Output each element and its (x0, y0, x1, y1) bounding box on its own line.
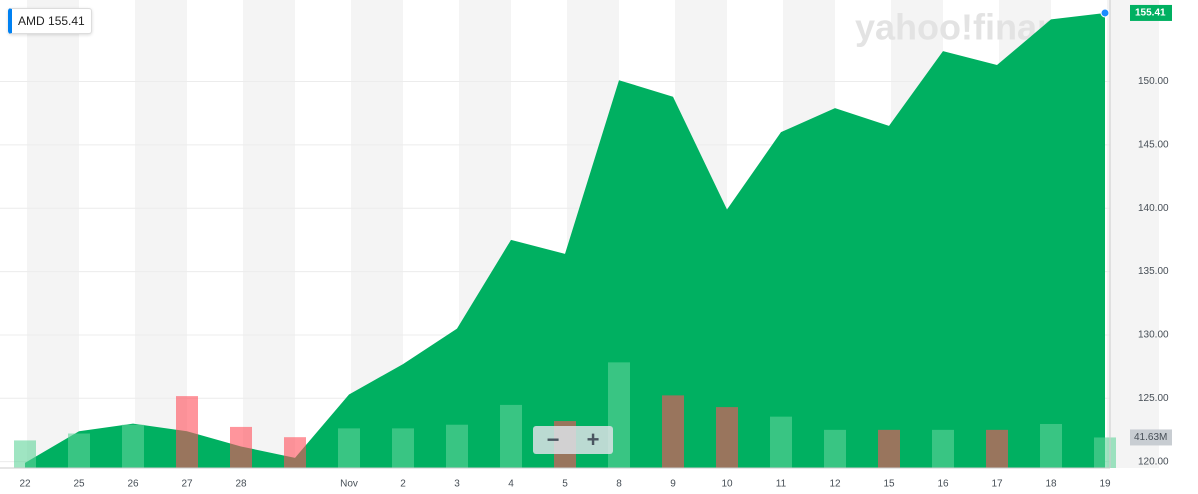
volume-bar (770, 416, 792, 468)
y-tick-label: 125.00 (1138, 393, 1169, 404)
legend-value: 155.41 (48, 14, 85, 28)
zoom-controls: − + (533, 426, 613, 454)
legend-name: AMD (18, 14, 45, 28)
stripe (243, 0, 295, 468)
x-tick-label: 9 (670, 479, 676, 490)
y-tick-label: 145.00 (1138, 140, 1169, 151)
volume-bar (986, 429, 1008, 468)
volume-bar (446, 424, 468, 468)
volume-bar (1094, 437, 1116, 468)
x-tick-label: 18 (1045, 479, 1057, 490)
x-tick-label: 19 (1099, 479, 1111, 490)
volume-flag (1130, 429, 1172, 446)
price-area (25, 12, 1105, 469)
x-tick-label: 2 (400, 479, 406, 490)
volume-bar (608, 362, 630, 468)
last-point (1100, 8, 1110, 18)
y-tick-label: 150.00 (1138, 76, 1169, 87)
volume-bar (716, 407, 738, 468)
volume-bar (284, 437, 306, 468)
volume-bar (662, 395, 684, 468)
volume-flag-label: 41.63M (1134, 432, 1167, 443)
volume-bar (176, 396, 198, 468)
x-tick-label: 5 (562, 479, 568, 490)
x-tick-label: Nov (340, 479, 358, 490)
x-tick-label: 16 (937, 479, 949, 490)
volume-bar (500, 404, 522, 468)
stripe (1107, 0, 1159, 468)
x-tick-label: 8 (616, 479, 622, 490)
stripe (27, 0, 79, 468)
y-tick-label: 120.00 (1138, 456, 1169, 467)
volume-bar (14, 440, 36, 468)
x-tick-label: 22 (19, 479, 31, 490)
volume-bar (824, 429, 846, 468)
legend: AMD 155.41 (8, 8, 92, 34)
x-tick-label: 3 (454, 479, 460, 490)
x-tick-label: 28 (235, 479, 247, 490)
zoom-in[interactable]: + (586, 427, 600, 452)
volume-bar (68, 433, 90, 468)
price-flag-label: 155.41 (1135, 8, 1166, 19)
zoom-out[interactable]: − (546, 427, 560, 452)
volume-bar (122, 424, 144, 468)
volume-bar (338, 428, 360, 468)
x-tick-label: 11 (776, 479, 787, 490)
price-flag (1130, 4, 1172, 21)
x-tick-label: 27 (181, 479, 193, 490)
y-tick-label: 130.00 (1138, 330, 1169, 341)
x-tick-label: 4 (508, 479, 514, 490)
x-tick-label: 10 (721, 479, 733, 490)
volume-bar (1040, 423, 1062, 468)
x-tick-label: 25 (73, 479, 85, 490)
x-tick-label: 15 (883, 479, 895, 490)
volume-bar (392, 428, 414, 468)
x-tick-label: 17 (991, 479, 1003, 490)
x-tick-label: 26 (127, 479, 139, 490)
y-tick-label: 135.00 (1138, 266, 1169, 277)
volume-bar (878, 429, 900, 468)
stripe (135, 0, 187, 468)
volume-bar (230, 426, 252, 468)
volume-bar (932, 429, 954, 468)
y-tick-label: 140.00 (1138, 203, 1169, 214)
x-tick-label: 12 (829, 479, 841, 490)
